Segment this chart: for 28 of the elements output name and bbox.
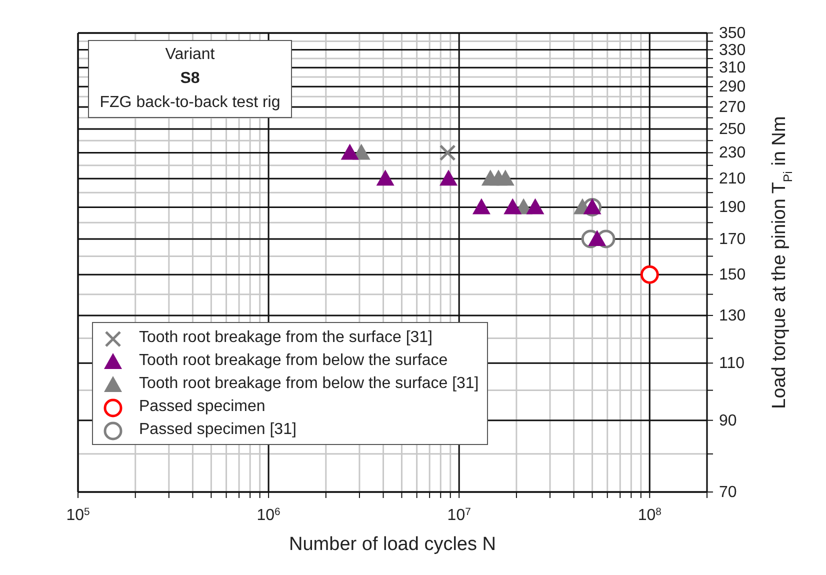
legend-label: Tooth root breakage from the surface [31] <box>139 328 432 346</box>
y-tick-label: 270 <box>719 99 746 116</box>
y-tick-label: 310 <box>719 60 746 77</box>
y-tick-label: 190 <box>719 199 746 216</box>
y-tick-label: 250 <box>719 120 746 138</box>
text: S8 <box>179 69 201 89</box>
legend-label: Tooth root breakage from below the surface <box>139 352 448 370</box>
y-tick-label: 110 <box>719 355 745 372</box>
y-tick-label: 90 <box>719 412 737 430</box>
y-tick-label: 230 <box>719 144 746 162</box>
x-tick-label: 10$^{6}$ <box>256 506 281 524</box>
text: Variant <box>164 45 216 65</box>
x-tick-label: 10$^{5}$ <box>66 506 90 524</box>
legend-label: Tooth root breakage from below the surface [31] <box>139 374 479 392</box>
legend-label: Passed specimen <box>139 398 266 416</box>
y-tick-label: 330 <box>719 42 746 59</box>
legend-label: Passed specimen [31] <box>139 420 296 438</box>
y-tick-label: 210 <box>719 170 746 188</box>
x-tick-label: 10$^{7}$ <box>447 506 472 524</box>
x-axis-title: Number of load cycles N <box>289 534 496 555</box>
x-tick-label: 10$^{8}$ <box>638 506 662 524</box>
y-tick-label: 70 <box>719 484 737 501</box>
y-tick-label: 350 <box>719 25 746 42</box>
y-tick-label: 150 <box>719 266 746 284</box>
y-tick-label: 170 <box>719 230 746 248</box>
annotation: FZG back-to-back test rig <box>98 93 282 113</box>
y-tick-label: 290 <box>719 78 746 96</box>
y-tick-label: 130 <box>719 307 746 324</box>
